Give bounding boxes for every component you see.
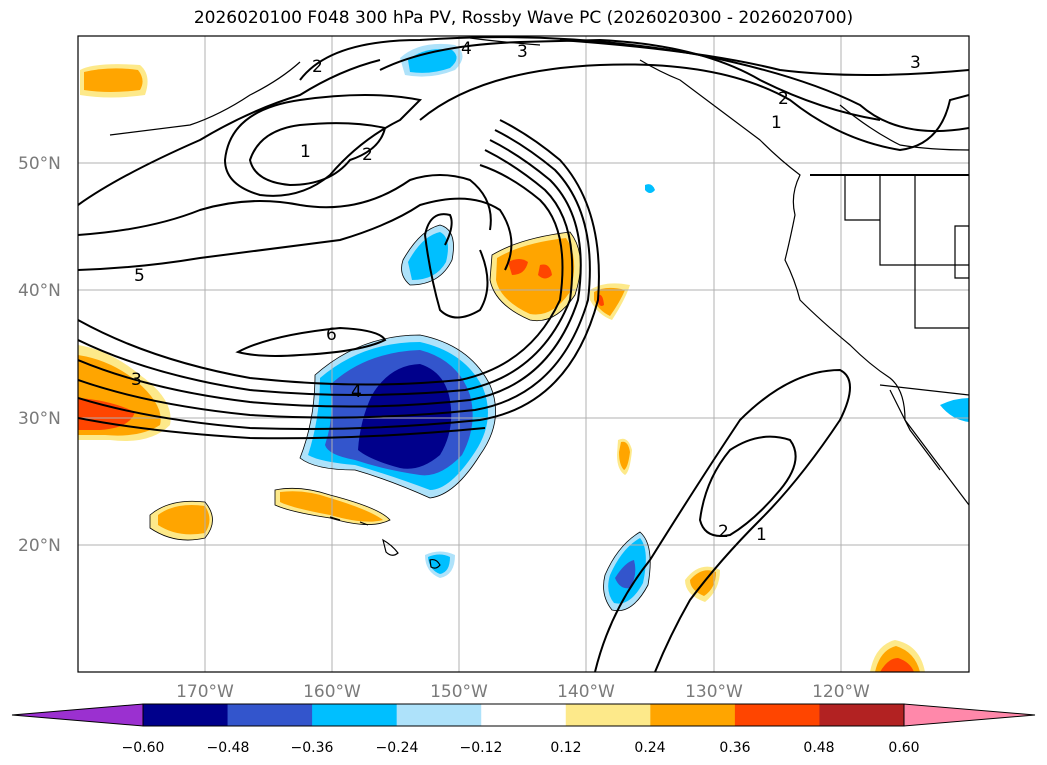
lon-label-160w: 160°W [303,682,361,702]
colorbar: −0.60 −0.48 −0.36 −0.24 −0.12 0.12 0.24 … [11,703,1036,756]
colorbar-segment [312,704,398,726]
lon-label-150w: 150°W [430,682,488,702]
contour-label: 1 [771,113,782,133]
lon-label-120w: 120°W [812,682,870,702]
colorbar-tick-label: −0.24 [376,740,419,756]
map-frame [77,35,970,673]
lat-label-30n: 30°N [18,409,61,429]
colorbar-segment [396,704,482,726]
lat-label-40n: 40°N [18,281,61,301]
colorbar-ticks: −0.60 −0.48 −0.36 −0.24 −0.12 0.12 0.24 … [122,740,920,756]
contour-label: 2 [718,522,729,542]
pv-contours [78,36,969,672]
longitude-labels: 170°W 160°W 150°W 140°W 130°W 120°W [176,682,870,702]
coastlines [109,37,969,569]
colorbar-segment [734,704,820,726]
colorbar-segment [565,704,651,726]
colorbar-segment [481,704,567,726]
contour-label: 1 [756,525,767,545]
colorbar-tick-label: 0.36 [719,740,750,756]
contour-label: 3 [131,370,142,390]
lat-label-20n: 20°N [18,536,61,556]
colorbar-segment [227,704,313,726]
colorbar-tick-label: −0.36 [291,740,334,756]
lon-label-130w: 130°W [685,682,743,702]
colorbar-segment [143,704,229,726]
contour-label: 2 [312,57,323,77]
colorbar-tick-label: −0.12 [460,740,503,756]
colorbar-extend-max [903,703,1036,727]
colorbar-tick-label: 0.12 [550,740,581,756]
contour-label: 4 [351,382,362,402]
contour-label: 4 [461,39,472,59]
map-background [78,36,969,672]
contour-label: 2 [778,89,789,109]
contour-label: 6 [326,325,337,345]
contour-labels: 4 3 3 2 2 1 1 2 5 6 3 4 2 1 [131,39,921,545]
contour-label: 3 [517,42,528,62]
colorbar-segment [650,704,736,726]
colorbar-tick-label: 0.48 [803,740,834,756]
colorbar-segments [11,703,1036,727]
colorbar-tick-label: −0.48 [207,740,250,756]
contour-label: 5 [134,266,145,286]
contour-label: 3 [910,53,921,73]
colorbar-border [142,703,905,727]
colorbar-tick-label: −0.60 [122,740,165,756]
lon-label-140w: 140°W [557,682,615,702]
colorbar-tick-label: 0.24 [634,740,665,756]
colorbar-segment [819,704,905,726]
latitude-labels: 50°N 40°N 30°N 20°N [18,154,61,556]
colorbar-tick-label: 0.60 [888,740,919,756]
lat-label-50n: 50°N [18,154,61,174]
map-title: 2026020100 F048 300 hPa PV, Rossby Wave … [193,8,854,28]
colorbar-extend-min [11,703,144,727]
contour-label: 2 [362,145,373,165]
contour-label: 1 [300,142,311,162]
lon-label-170w: 170°W [176,682,234,702]
map-content: 4 3 3 2 2 1 1 2 5 6 3 4 2 1 [78,36,969,672]
shading-outlines [149,224,651,612]
map-gridlines [78,36,969,672]
